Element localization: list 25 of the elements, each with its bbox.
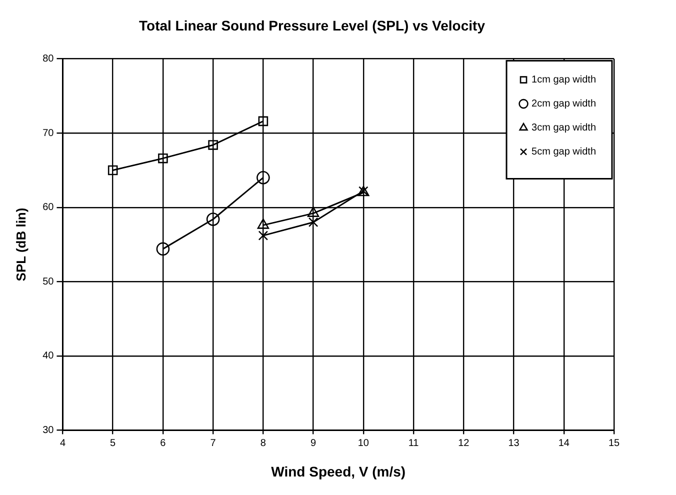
legend-label: 1cm gap width [532, 74, 596, 86]
x-tick-label: 15 [608, 438, 620, 449]
x-tick-label: 7 [210, 438, 216, 449]
x-tick-label: 10 [358, 438, 370, 449]
x-tick-label: 6 [160, 438, 166, 449]
legend-label: 5cm gap width [532, 146, 596, 158]
x-tick-label: 14 [558, 438, 570, 449]
x-tick-label: 9 [310, 438, 317, 449]
legend-label: 2cm gap width [532, 98, 596, 110]
y-tick-label: 50 [42, 276, 54, 288]
y-axis-title: SPL (dB lin) [13, 208, 28, 282]
x-tick-label: 11 [408, 438, 420, 449]
x-axis-title: Wind Speed, V (m/s) [271, 463, 406, 480]
x-tick-label: 12 [458, 438, 470, 449]
y-tick-label: 70 [42, 128, 54, 139]
x-tick-label: 13 [508, 438, 520, 449]
y-tick-label: 40 [42, 350, 54, 362]
legend-label: 3cm gap width [532, 122, 596, 134]
y-tick-label: 30 [42, 424, 54, 436]
y-tick-label: 80 [42, 54, 54, 65]
x-tick-label: 4 [60, 438, 66, 449]
x-tick-label: 8 [260, 438, 266, 449]
chart-title: Total Linear Sound Pressure Level (SPL) vs Velocity [139, 17, 486, 34]
x-tick-label: 5 [110, 438, 116, 449]
y-tick-label: 60 [42, 202, 54, 214]
